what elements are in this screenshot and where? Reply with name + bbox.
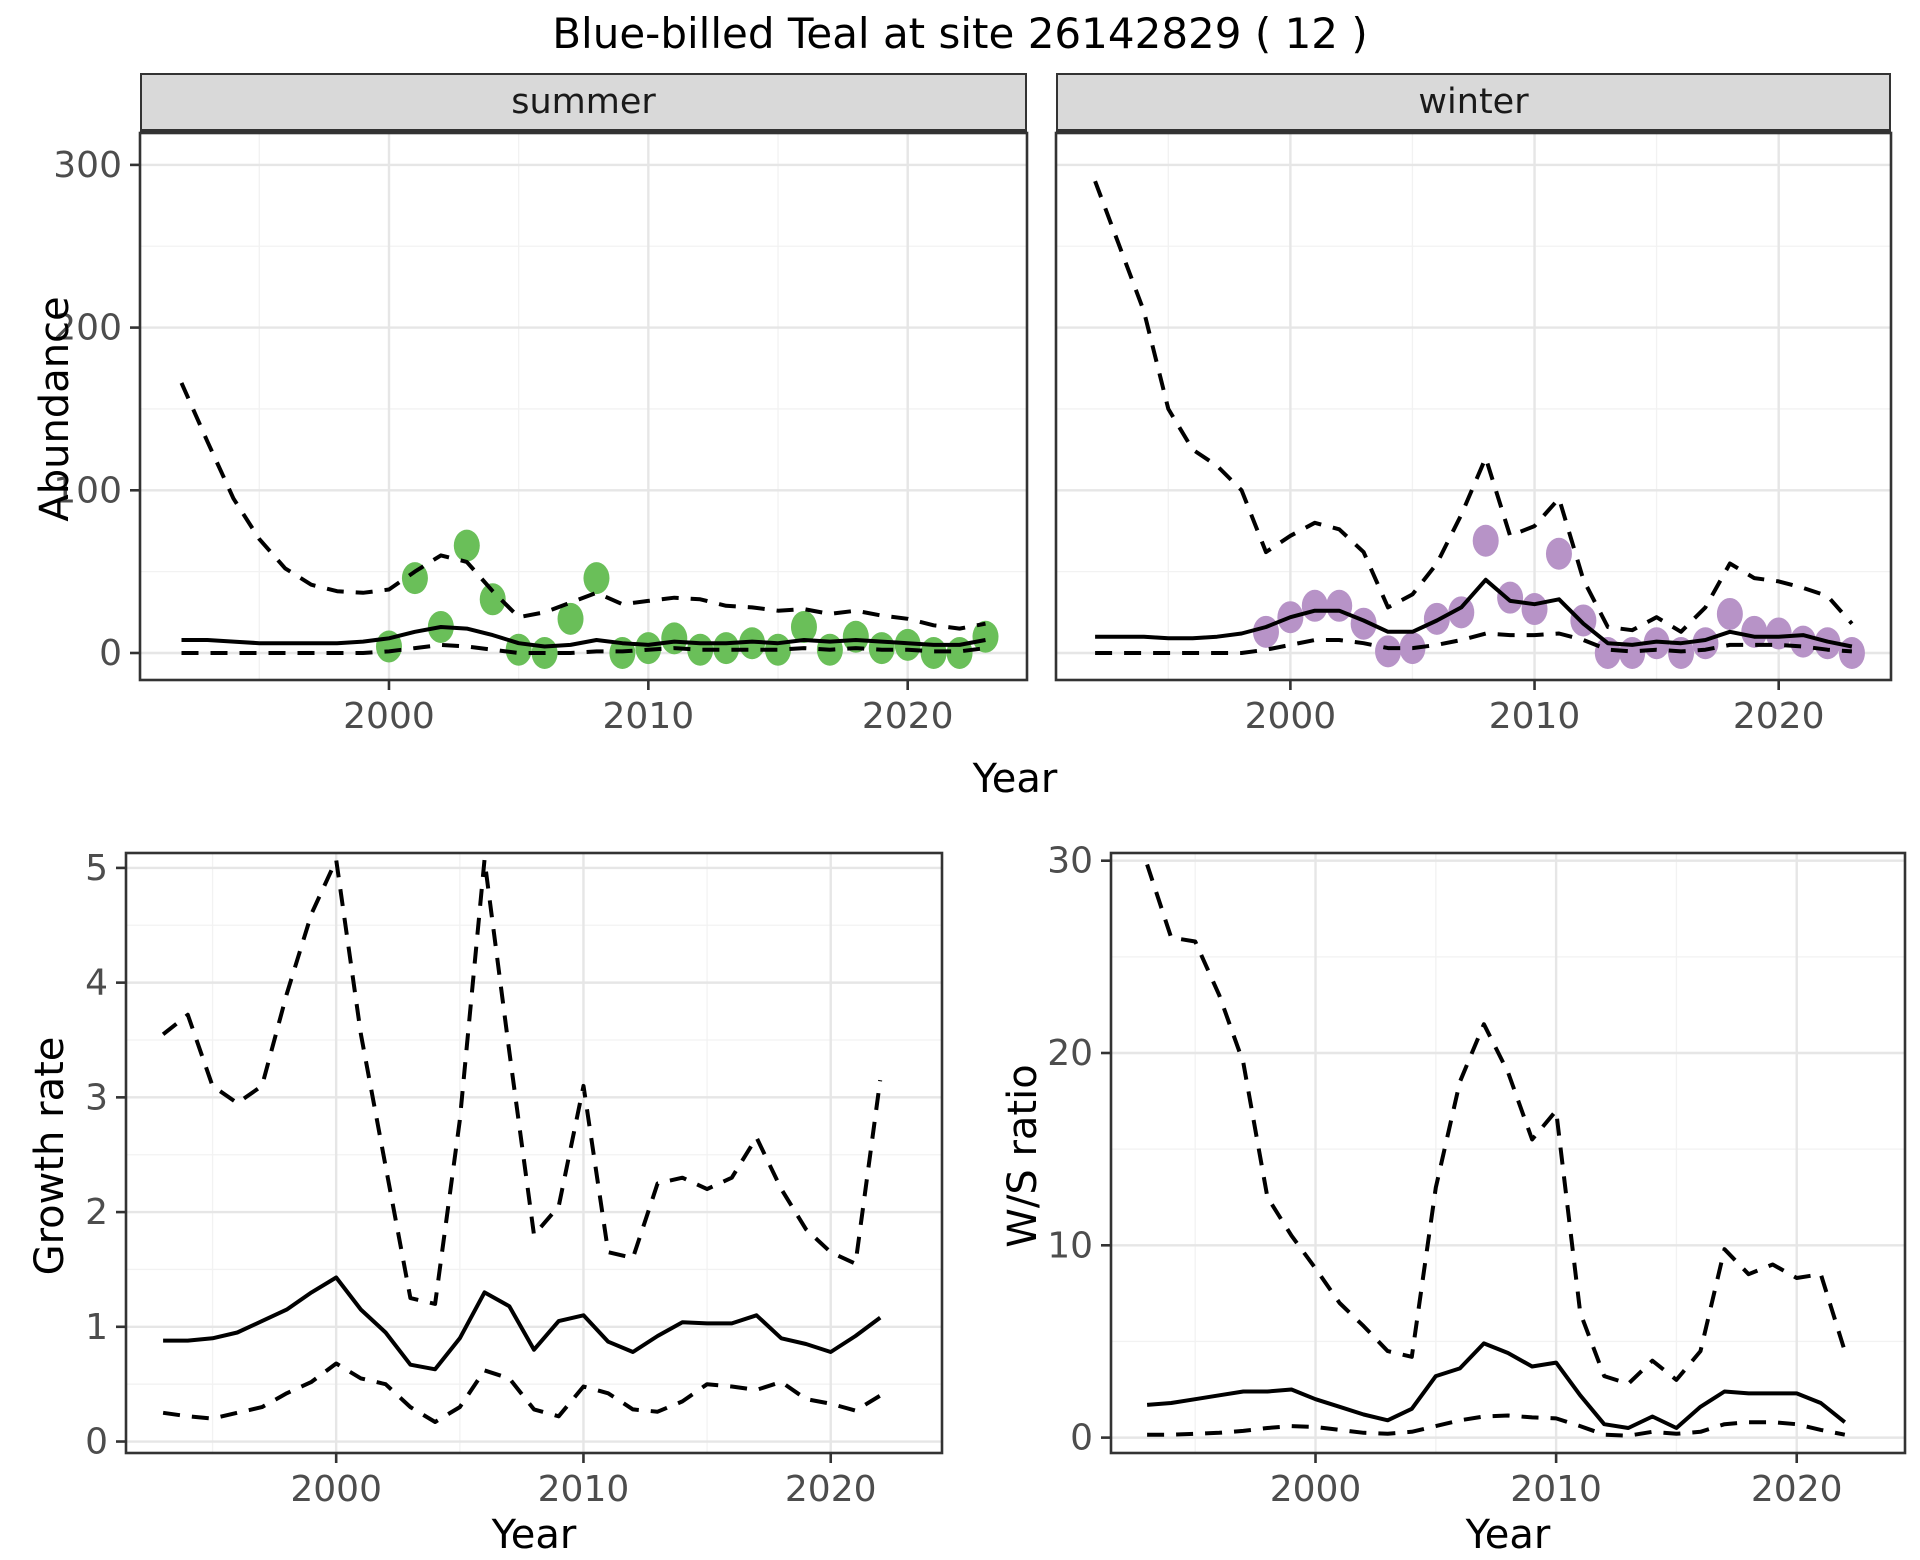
- x-tick-label: 2010: [538, 1469, 630, 1510]
- x-tick-label: 2010: [1510, 1469, 1602, 1510]
- y-tick-label: 0: [99, 633, 122, 674]
- abundance_summer-ci-line: [181, 642, 986, 655]
- y-tick-label: 200: [53, 308, 122, 349]
- growth_rate-panel-border: [124, 851, 944, 1455]
- y-tick-label: 3: [85, 1077, 108, 1118]
- abundance-axis-title: Abundance: [32, 296, 78, 522]
- y-tick-label: 20: [1047, 1033, 1093, 1074]
- abundance_summer-observation-point: [972, 620, 999, 653]
- y-tick-label: 1: [85, 1307, 108, 1348]
- year-axis-title-growth: Year: [491, 1512, 577, 1558]
- y-tick-label: 0: [85, 1422, 108, 1463]
- abundance_summer-mean-line: [181, 625, 986, 649]
- x-tick-label: 2000: [1245, 696, 1337, 737]
- abundance_summer-observation-point: [583, 562, 610, 595]
- x-tick-label: 2000: [343, 696, 435, 737]
- y-tick-label: 0: [1070, 1418, 1093, 1459]
- x-tick-label: 2020: [862, 696, 954, 737]
- facet-strip-winter-label: winter: [1418, 82, 1529, 122]
- abundance_winter-observation-point: [1350, 607, 1377, 640]
- facet-strip-summer: summer: [140, 73, 1027, 133]
- x-tick-label: 2020: [785, 1469, 877, 1510]
- abundance_winter-observation-point: [1716, 597, 1743, 630]
- abundance_winter-observation-point: [1838, 636, 1865, 669]
- ws-ratio-axis-title: W/S ratio: [1000, 1064, 1046, 1248]
- facet-strip-winter: winter: [1056, 73, 1891, 133]
- year-axis-title-top: Year: [972, 756, 1058, 802]
- ws_ratio-ci-line: [1145, 863, 1847, 1386]
- abundance_summer-ci-line: [179, 382, 986, 631]
- ws_ratio-panel-bg: [1111, 853, 1905, 1453]
- y-tick-label: 4: [85, 963, 108, 1004]
- ws_ratio-mean-line: [1146, 1341, 1847, 1430]
- x-tick-label: 2010: [1489, 696, 1581, 737]
- abundance_winter-observation-point: [1741, 615, 1768, 648]
- x-tick-label: 2020: [1733, 696, 1825, 737]
- abundance_winter-observation-point: [1692, 627, 1719, 660]
- abundance_winter-panel-border: [1054, 131, 1893, 682]
- x-tick-label: 2010: [603, 696, 695, 737]
- abundance_winter-observation-point: [1448, 596, 1475, 629]
- abundance_winter-observation-point: [1790, 625, 1817, 658]
- page-title: Blue-billed Teal at site 26142829 ( 12 ): [552, 9, 1368, 58]
- abundance_summer-observation-point: [713, 632, 740, 665]
- abundance_summer-observation-point: [557, 602, 584, 635]
- growth-rate-axis-title: Growth rate: [27, 1036, 73, 1276]
- ws_ratio-ci-line: [1147, 1413, 1846, 1438]
- abundance_summer-observation-point: [790, 610, 817, 643]
- abundance_winter-observation-point: [1765, 617, 1792, 650]
- abundance_winter-observation-point: [1252, 615, 1279, 648]
- x-tick-label: 2000: [290, 1469, 382, 1510]
- abundance_summer-panel-border: [138, 131, 1029, 682]
- y-tick-label: 300: [53, 145, 122, 186]
- abundance_winter-observation-point: [1472, 524, 1499, 557]
- growth_rate-ci-line: [162, 1361, 882, 1424]
- abundance_winter-ci-line: [1093, 180, 1854, 634]
- abundance_winter-ci-line: [1095, 631, 1853, 655]
- abundance_summer-observation-point: [401, 562, 428, 595]
- y-tick-label: 10: [1047, 1225, 1093, 1266]
- abundance_winter-panel-bg: [1056, 133, 1891, 680]
- facet-strip-summer-label: summer: [511, 82, 656, 122]
- growth_rate-ci-line: [161, 857, 883, 1306]
- abundance_winter-observation-point: [1497, 581, 1524, 614]
- abundance_summer-observation-point: [842, 620, 869, 653]
- abundance_winter-observation-point: [1521, 593, 1548, 626]
- growth_rate-panel-bg: [126, 853, 942, 1453]
- y-tick-label: 30: [1047, 841, 1093, 882]
- y-tick-label: 5: [85, 848, 108, 889]
- abundance_winter-observation-point: [1375, 635, 1402, 668]
- abundance_winter-observation-point: [1301, 589, 1328, 622]
- abundance_winter-observation-point: [1326, 589, 1353, 622]
- abundance_winter-observation-point: [1545, 537, 1572, 570]
- y-tick-label: 100: [53, 470, 122, 511]
- x-tick-label: 2000: [1270, 1469, 1362, 1510]
- abundance_summer-observation-point: [453, 529, 480, 562]
- abundance_summer-observation-point: [479, 583, 506, 616]
- x-tick-label: 2020: [1751, 1469, 1843, 1510]
- year-axis-title-ws: Year: [1465, 1512, 1551, 1558]
- abundance_summer-observation-point: [661, 622, 688, 655]
- y-tick-label: 2: [85, 1192, 108, 1233]
- abundance_winter-mean-line: [1095, 577, 1853, 649]
- growth_rate-mean-line: [163, 1275, 882, 1372]
- ws_ratio-panel-border: [1109, 851, 1907, 1455]
- abundance_summer-panel-bg: [140, 133, 1027, 680]
